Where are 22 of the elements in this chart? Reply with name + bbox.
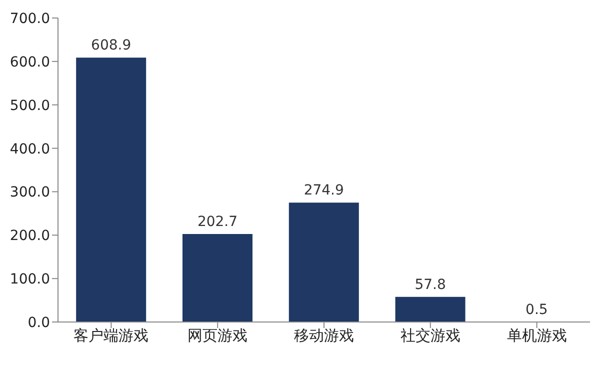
y-tick-label: 400.0 [10,141,50,158]
x-tick-label: 单机游戏 [506,326,567,345]
x-tick-label: 客户端游戏 [74,326,149,345]
y-tick-label: 500.0 [10,98,50,114]
y-tick-label: 200.0 [10,228,50,244]
y-tick-label: 700.0 [10,10,50,27]
bar [182,234,252,322]
y-tick-label: 100.0 [10,272,50,288]
y-tick-label: 600.0 [10,54,50,70]
data-label: 202.7 [197,214,238,230]
data-label: 57.8 [414,276,446,293]
x-tick-label: 移动游戏 [294,326,354,345]
bar [76,58,146,322]
bar [395,296,466,322]
bar [288,202,359,322]
x-tick-label: 社交游戏 [400,326,460,345]
data-label: 608.9 [91,38,132,54]
data-label: 274.9 [304,182,344,199]
x-tick-label: 网页游戏 [188,326,248,345]
y-tick-label: 300.0 [10,184,50,201]
y-tick-label: 0.0 [28,314,50,331]
data-label: 0.5 [526,302,548,318]
